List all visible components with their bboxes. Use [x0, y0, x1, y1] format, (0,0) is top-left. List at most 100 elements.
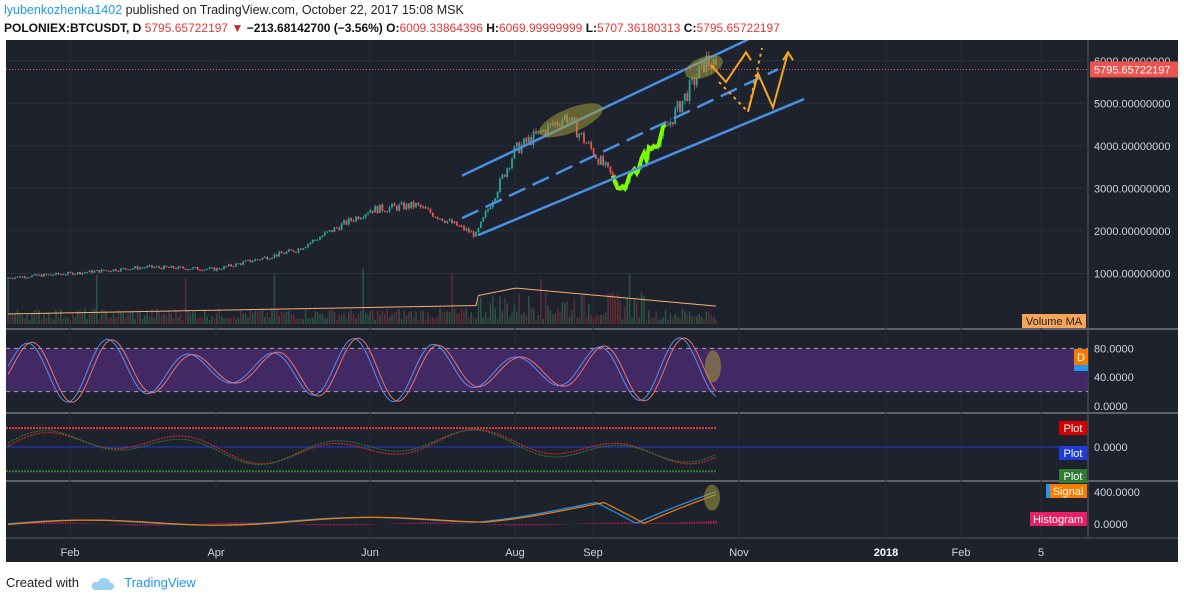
volume-bar	[244, 313, 247, 324]
candle-body	[266, 256, 269, 260]
candle-body	[535, 131, 537, 134]
tradingview-link[interactable]: TradingView	[124, 575, 196, 590]
macd-hist-bar	[427, 522, 429, 524]
candle-body	[477, 227, 480, 233]
volume-bar	[388, 317, 391, 324]
candle-body	[11, 278, 14, 280]
candle-body	[88, 270, 91, 273]
macd-hist-bar	[521, 524, 523, 526]
candle-body	[443, 221, 446, 223]
stoch-d-label: D	[1077, 352, 1085, 364]
candle-body	[376, 206, 379, 214]
candle-body	[172, 266, 175, 269]
macd-hist-bar	[48, 522, 50, 524]
macd-hist-bar	[619, 522, 621, 524]
peak-ellipse	[539, 103, 603, 138]
macd-hist-bar	[612, 522, 614, 524]
signal-label: Signal	[1053, 486, 1084, 498]
chart-area[interactable]: 1000.00000000 2000.00000000 3000.00000000 4…	[6, 40, 1178, 562]
macd-hist-bar	[657, 522, 659, 524]
time-tick-label: Feb	[61, 547, 80, 559]
macd-hist-bar	[233, 522, 235, 524]
volume-bar	[112, 313, 115, 324]
volume-bar	[513, 303, 516, 324]
osc-plot-label-badge	[1059, 469, 1087, 483]
candle-body	[256, 259, 259, 261]
volume-bar	[88, 314, 91, 324]
volume-bar	[381, 310, 384, 324]
macd-hist-bar	[595, 522, 597, 524]
macd-hist-bar	[81, 523, 83, 524]
volume-bar	[237, 317, 240, 324]
macd-hist-bar	[665, 522, 667, 524]
macd-hist-bar	[465, 523, 467, 524]
candle-body	[520, 144, 523, 154]
volume-bar	[662, 317, 664, 324]
candle-body	[136, 266, 139, 270]
candle-body	[143, 267, 146, 269]
volume-bar	[24, 318, 26, 324]
volume-bar	[710, 314, 712, 324]
macd-hist-bar	[141, 524, 143, 526]
macd-hist-bar	[117, 524, 119, 525]
volume-bar	[40, 319, 43, 324]
candle-body	[50, 274, 53, 276]
macd-hist-bar	[638, 522, 640, 524]
volume-bar	[672, 318, 674, 324]
volume-bar	[465, 308, 468, 324]
volume-bar	[12, 313, 14, 324]
publish-info: published on TradingView.com, October 22…	[122, 3, 464, 17]
stoch-k-line	[7, 337, 717, 403]
volume-bar	[712, 316, 715, 324]
volume-bar	[396, 310, 398, 324]
candle-body	[578, 133, 581, 138]
volume-bar	[667, 319, 669, 324]
volume-bar	[31, 313, 33, 324]
candle-body	[134, 266, 137, 269]
macd-hist-bar	[343, 524, 345, 526]
macd-hist-bar	[297, 524, 299, 525]
volume-bar	[84, 308, 86, 324]
volume-bar	[189, 312, 192, 324]
candle-body	[292, 250, 295, 252]
candle-body	[16, 276, 19, 278]
candle-body	[412, 201, 415, 208]
macd-hist-bar	[413, 522, 415, 524]
candle-body	[583, 132, 585, 143]
candle-body	[115, 269, 117, 272]
candle-body	[496, 191, 499, 199]
candle-body	[499, 178, 501, 192]
candle-body	[38, 274, 41, 276]
macd-hist-bar	[393, 523, 395, 524]
candle-body	[585, 142, 588, 144]
macd-hist-bar	[585, 523, 587, 524]
macd-hist-bar	[590, 523, 592, 524]
volume-bar	[43, 314, 45, 324]
macd-hist-bar	[506, 524, 508, 526]
candle-body	[215, 268, 218, 271]
macd-hist-bar	[38, 522, 40, 524]
macd-hist-bar	[355, 524, 357, 526]
volume-bar	[33, 310, 36, 324]
volume-bar	[172, 318, 175, 324]
macd-hist-bar	[336, 524, 338, 526]
volume-bar	[480, 297, 482, 324]
candle-body	[309, 242, 312, 245]
macd-hist-bar	[329, 524, 331, 526]
candle-body	[602, 156, 605, 166]
volume-bar	[240, 309, 242, 324]
author-link[interactable]: lyubenkozhenka1402	[4, 3, 123, 17]
volume-bar	[540, 278, 542, 324]
volume-bar	[52, 319, 55, 324]
candle-body	[386, 211, 389, 213]
candle-body	[311, 239, 314, 243]
candle-body	[74, 274, 77, 276]
volume-bar	[441, 312, 444, 324]
volume-bar	[456, 313, 458, 324]
candle-body	[155, 266, 158, 268]
volume-bar	[597, 315, 600, 324]
candle-body	[208, 267, 211, 269]
macd-hist-bar	[249, 522, 251, 524]
candle-body	[167, 267, 170, 269]
candle-body	[667, 124, 669, 126]
